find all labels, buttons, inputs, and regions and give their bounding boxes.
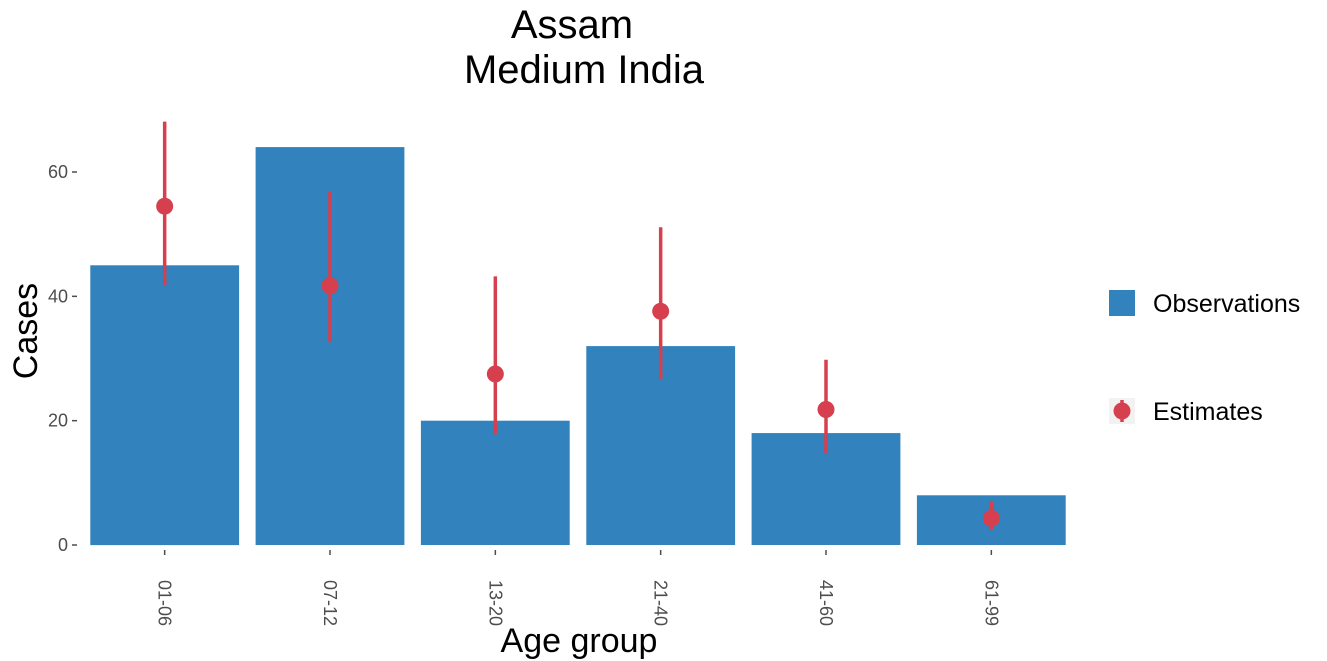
estimate-21-40 [652, 227, 670, 380]
y-tick-label: 0 [58, 535, 68, 555]
bar-01-06 [90, 265, 240, 546]
legend-item-estimates: Estimates [1109, 398, 1263, 426]
chart-title: Assam Medium India [464, 3, 705, 92]
y-axis: 0 20 40 60 [48, 162, 77, 555]
estimate-point [156, 197, 174, 215]
x-tick-label: 41-60 [816, 580, 836, 626]
x-tick-label: 61-99 [981, 580, 1001, 626]
chart-title-line-1: Assam [511, 3, 633, 47]
estimate-07-12 [321, 191, 339, 343]
y-tick-label: 60 [48, 162, 68, 182]
legend: Observations Estimates [1109, 290, 1300, 426]
bar-13-20 [420, 420, 570, 545]
estimate-point [321, 277, 339, 295]
estimate-point [486, 365, 504, 383]
legend-label-observations: Observations [1153, 290, 1300, 318]
estimate-01-06 [156, 121, 174, 286]
estimate-point [652, 302, 670, 320]
legend-swatch-observations [1109, 290, 1135, 316]
x-tick-label: 07-12 [320, 580, 340, 626]
x-axis-title: Age group [501, 622, 658, 660]
bars-layer [90, 147, 1066, 546]
y-tick-label: 40 [48, 286, 68, 306]
estimate-point [817, 401, 835, 418]
estimate-point [982, 509, 1000, 527]
chart-title-line-2: Medium India [464, 48, 705, 92]
x-tick-label: 13-20 [485, 580, 505, 626]
estimate-61-99 [982, 501, 1000, 531]
legend-label-estimates: Estimates [1153, 398, 1263, 426]
legend-swatch-point [1113, 402, 1131, 420]
x-tick-label: 01-06 [155, 580, 175, 626]
estimate-41-60 [817, 359, 835, 453]
x-axis: 01-06 07-12 13-20 21-40 41-60 61-99 [155, 550, 1001, 626]
legend-item-observations: Observations [1109, 290, 1300, 318]
y-tick-label: 20 [48, 411, 68, 431]
y-axis-title: Cases [7, 283, 45, 379]
estimates-layer [156, 121, 1000, 531]
plot-area [90, 121, 1066, 546]
estimate-13-20 [486, 276, 504, 435]
x-tick-label: 21-40 [651, 580, 671, 626]
